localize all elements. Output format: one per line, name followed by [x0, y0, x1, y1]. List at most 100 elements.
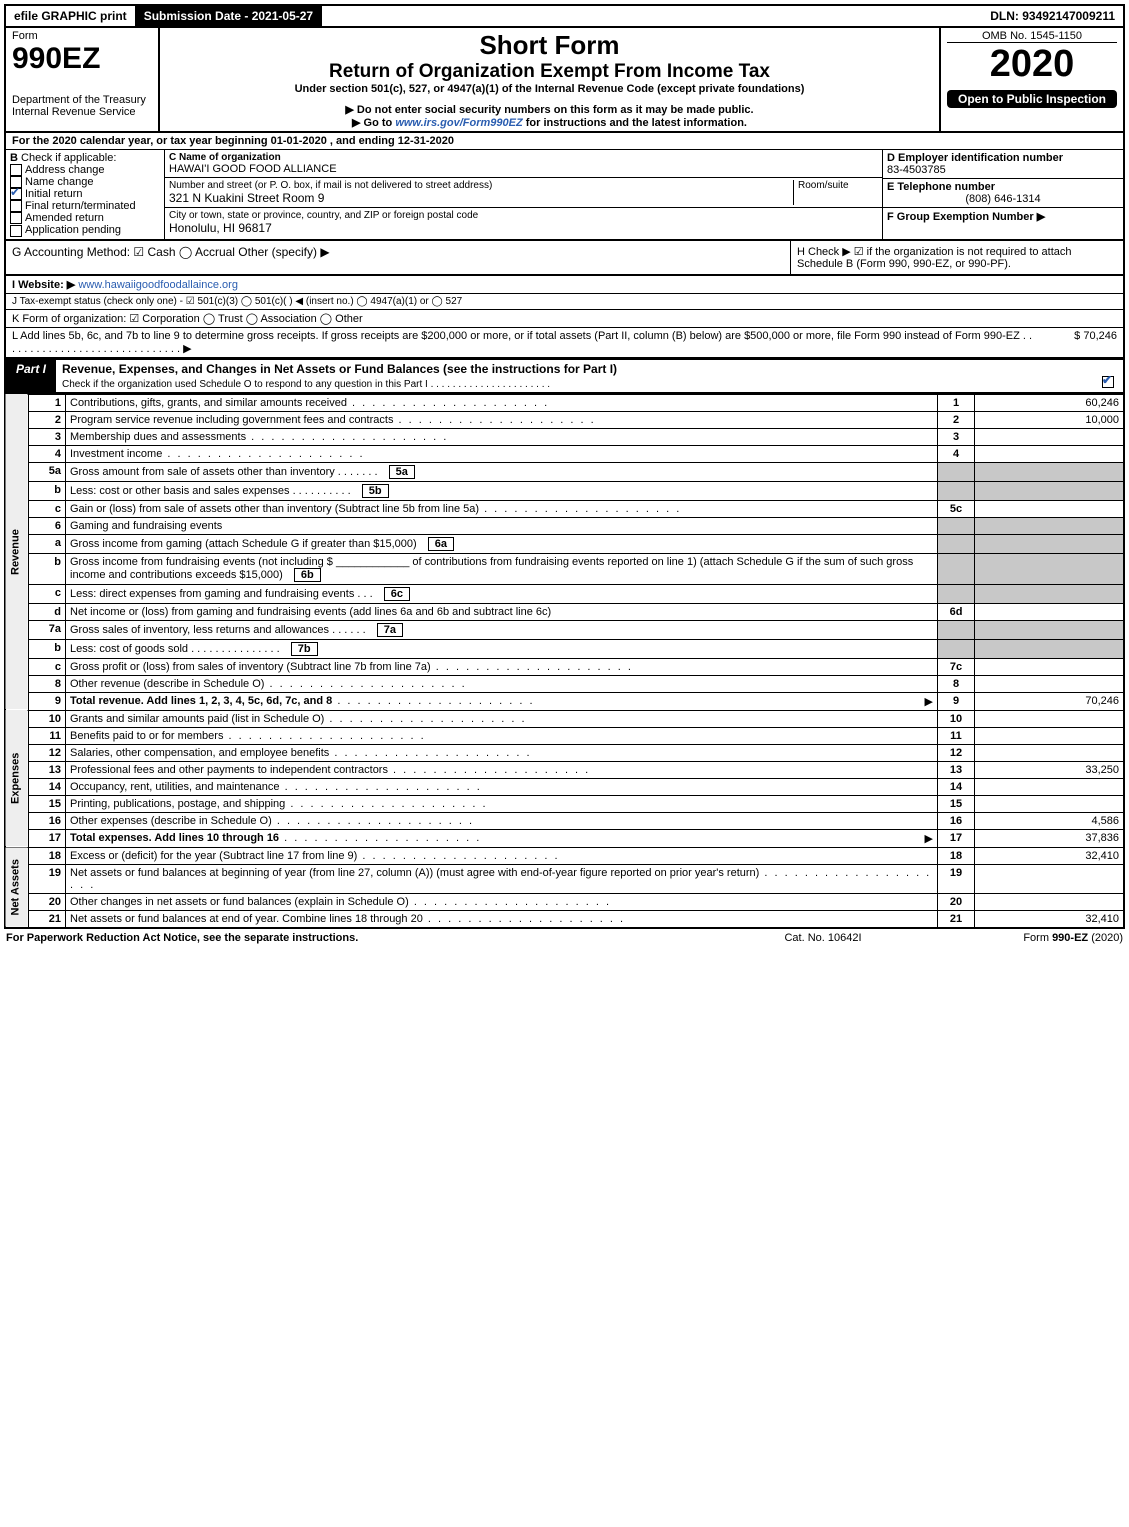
dept-label: Department of the Treasury	[12, 94, 152, 106]
chk-pending[interactable]	[10, 225, 22, 237]
l3-amt	[975, 428, 1125, 445]
form-number: 990EZ	[12, 42, 152, 76]
subtitle: Under section 501(c), 527, or 4947(a)(1)…	[166, 83, 933, 95]
l13-desc: Professional fees and other payments to …	[66, 761, 938, 778]
addr-label: Number and street (or P. O. box, if mail…	[169, 180, 793, 191]
l9-arrow: ▶	[925, 695, 933, 708]
line-j: J Tax-exempt status (check only one) - ☑…	[4, 294, 1125, 310]
side-revenue: Revenue	[5, 394, 29, 710]
l2-amt: 10,000	[975, 411, 1125, 428]
efile-label[interactable]: efile GRAPHIC print	[6, 6, 136, 26]
website-link[interactable]: www.hawaiigoodfoodallaince.org	[78, 279, 238, 291]
footer-mid: Cat. No. 10642I	[723, 932, 923, 944]
omb-number: OMB No. 1545-1150	[947, 30, 1117, 43]
page-footer: For Paperwork Reduction Act Notice, see …	[4, 929, 1125, 947]
tax-year: 2020	[947, 43, 1117, 86]
entity-block: B Check if applicable: Address change Na…	[4, 150, 1125, 241]
l19-amt	[975, 864, 1125, 893]
l14-amt	[975, 778, 1125, 795]
l12-desc: Salaries, other compensation, and employ…	[66, 744, 938, 761]
l5c-desc: Gain or (loss) from sale of assets other…	[66, 500, 938, 517]
short-form-title: Short Form	[166, 30, 933, 61]
l5a-desc: Gross amount from sale of assets other t…	[70, 466, 335, 478]
l15-amt	[975, 795, 1125, 812]
l6d-r: 6d	[938, 603, 975, 620]
l6c-desc: Less: direct expenses from gaming and fu…	[70, 588, 354, 600]
l10-amt	[975, 710, 1125, 727]
l9-desc: Total revenue. Add lines 1, 2, 3, 4, 5c,…	[70, 695, 332, 707]
l6c-box: 6c	[384, 587, 410, 601]
l11-amt	[975, 727, 1125, 744]
part1-sub: Check if the organization used Schedule …	[62, 379, 550, 390]
city-state-zip: Honolulu, HI 96817	[169, 221, 878, 235]
l3-desc: Membership dues and assessments	[66, 428, 938, 445]
d-label: D Employer identification number	[887, 152, 1063, 164]
open-public: Open to Public Inspection	[947, 90, 1117, 108]
l16-desc: Other expenses (describe in Schedule O)	[66, 812, 938, 829]
street-address: 321 N Kuakini Street Room 9	[169, 191, 793, 205]
chk-amended[interactable]	[10, 212, 22, 224]
l5b-desc: Less: cost or other basis and sales expe…	[70, 485, 290, 497]
l6b-box: 6b	[294, 568, 321, 582]
l12-amt	[975, 744, 1125, 761]
l16-amt: 4,586	[975, 812, 1125, 829]
l11-desc: Benefits paid to or for members	[66, 727, 938, 744]
l2-desc: Program service revenue including govern…	[66, 411, 938, 428]
l6d-desc: Net income or (loss) from gaming and fun…	[66, 603, 938, 620]
side-expenses: Expenses	[5, 710, 29, 847]
c-label: C Name of organization	[169, 152, 281, 163]
l7a-desc: Gross sales of inventory, less returns a…	[70, 624, 329, 636]
main-title: Return of Organization Exempt From Incom…	[166, 61, 933, 83]
l4-amt	[975, 445, 1125, 462]
l12-r: 12	[938, 744, 975, 761]
l7c-desc: Gross profit or (loss) from sales of inv…	[66, 658, 938, 675]
org-name: HAWAI'I GOOD FOOD ALLIANCE	[169, 163, 878, 175]
l5c-r: 5c	[938, 500, 975, 517]
chk-final[interactable]	[10, 200, 22, 212]
l21-amt: 32,410	[975, 910, 1125, 928]
l20-r: 20	[938, 893, 975, 910]
l7b-box: 7b	[291, 642, 318, 656]
l21-r: 21	[938, 910, 975, 928]
f-label: F Group Exemption Number ▶	[887, 211, 1045, 223]
d-ein: 83-4503785	[887, 164, 946, 176]
line-g: G Accounting Method: ☑ Cash ◯ Accrual Ot…	[6, 241, 791, 274]
l5b-box: 5b	[362, 484, 389, 498]
l6-desc: Gaming and fundraising events	[66, 517, 938, 534]
line-a: For the 2020 calendar year, or tax year …	[4, 133, 1125, 150]
l10-desc: Grants and similar amounts paid (list in…	[66, 710, 938, 727]
l4-r: 4	[938, 445, 975, 462]
l1-desc: Contributions, gifts, grants, and simila…	[66, 394, 938, 411]
form-word: Form	[12, 30, 152, 42]
l5c-amt	[975, 500, 1125, 517]
line-l: L Add lines 5b, 6c, and 7b to line 9 to …	[12, 330, 1037, 355]
l14-desc: Occupancy, rent, utilities, and maintena…	[66, 778, 938, 795]
l6a-desc: Gross income from gaming (attach Schedul…	[70, 538, 417, 550]
l20-desc: Other changes in net assets or fund bala…	[66, 893, 938, 910]
l11-r: 11	[938, 727, 975, 744]
irs-label: Internal Revenue Service	[12, 106, 152, 118]
chk-schedule-o[interactable]	[1102, 376, 1114, 388]
l15-r: 15	[938, 795, 975, 812]
l10-r: 10	[938, 710, 975, 727]
line-h: H Check ▶ ☑ if the organization is not r…	[791, 241, 1123, 274]
l18-amt: 32,410	[975, 847, 1125, 864]
l17-r: 17	[938, 829, 975, 847]
opt-name: Name change	[25, 176, 94, 188]
l8-r: 8	[938, 675, 975, 692]
l16-r: 16	[938, 812, 975, 829]
chk-address[interactable]	[10, 164, 22, 176]
l21-desc: Net assets or fund balances at end of ye…	[66, 910, 938, 928]
ssn-warning: ▶ Do not enter social security numbers o…	[166, 103, 933, 116]
l5a-box: 5a	[389, 465, 415, 479]
goto-post: for instructions and the latest informat…	[526, 117, 747, 129]
l18-desc: Excess or (deficit) for the year (Subtra…	[66, 847, 938, 864]
footer-left: For Paperwork Reduction Act Notice, see …	[6, 932, 723, 944]
l3-r: 3	[938, 428, 975, 445]
l18-r: 18	[938, 847, 975, 864]
l19-desc: Net assets or fund balances at beginning…	[66, 864, 938, 893]
b-header: Check if applicable:	[21, 152, 116, 164]
goto-link[interactable]: www.irs.gov/Form990EZ	[395, 117, 522, 129]
chk-initial[interactable]	[10, 188, 22, 200]
l7c-amt	[975, 658, 1125, 675]
